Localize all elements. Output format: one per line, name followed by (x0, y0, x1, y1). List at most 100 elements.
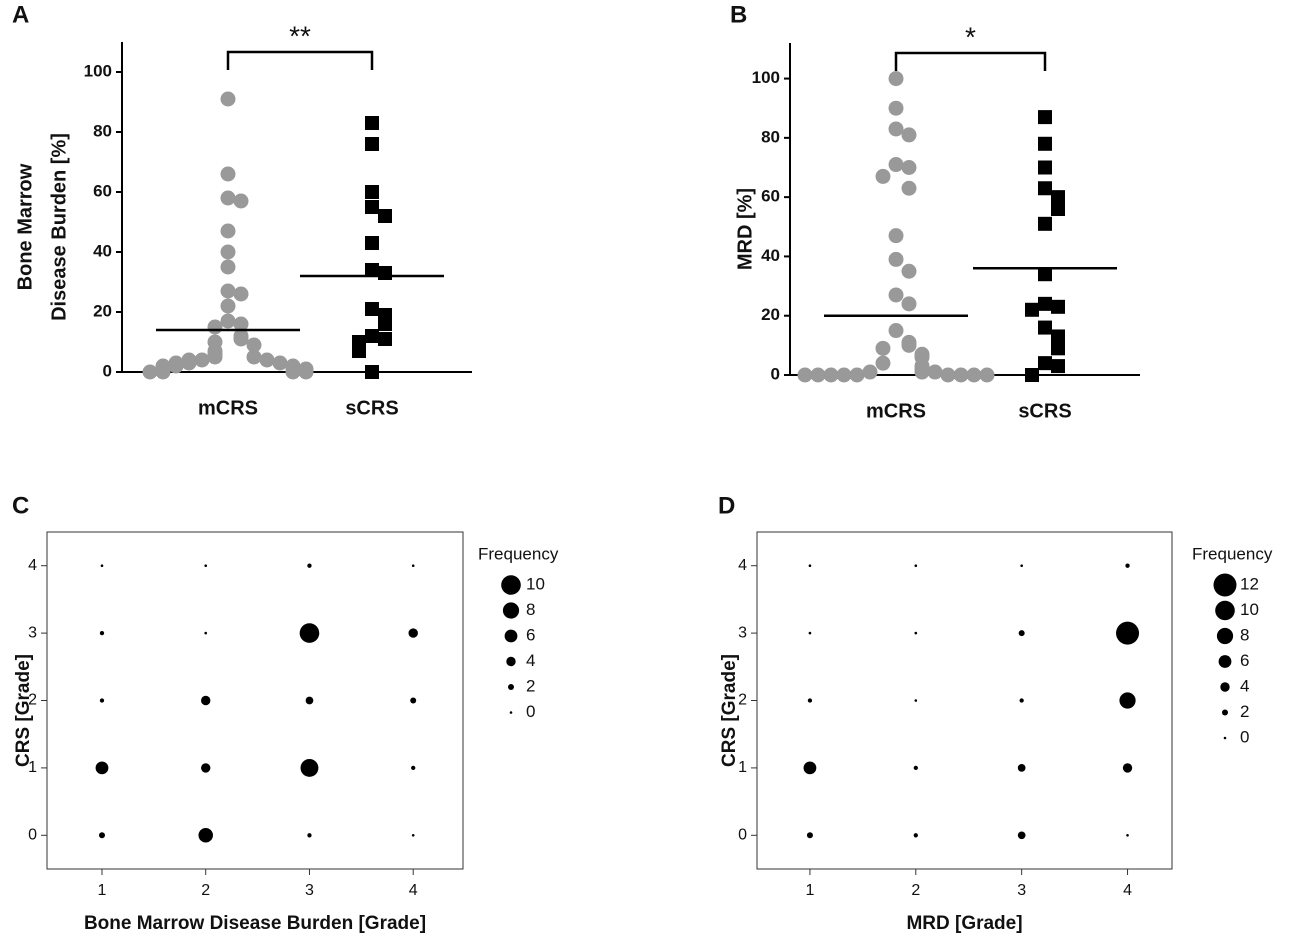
data-point (1038, 181, 1052, 196)
data-point (233, 316, 249, 332)
data-point (797, 367, 813, 383)
plot-frame (756, 531, 1173, 870)
data-point (272, 355, 288, 371)
y-tick-label: 4 (738, 557, 747, 574)
data-point (901, 180, 917, 196)
bubble (299, 623, 320, 643)
data-point (298, 364, 314, 380)
bubble (300, 758, 319, 777)
data-point (220, 244, 236, 260)
data-point (1038, 110, 1052, 125)
data-point (233, 331, 249, 347)
data-point (966, 367, 982, 383)
legend-label: 6 (1240, 651, 1249, 670)
data-point (875, 340, 891, 356)
bubble (204, 631, 208, 635)
legend-marker (1222, 709, 1228, 716)
bubble (201, 763, 211, 773)
data-point (246, 337, 262, 353)
data-point (181, 355, 197, 371)
data-point (365, 329, 379, 343)
bubble (1017, 764, 1026, 772)
data-point (888, 228, 904, 244)
bubble (98, 832, 105, 839)
bubble (1125, 563, 1130, 568)
data-point (901, 263, 917, 279)
data-point (1038, 320, 1052, 335)
data-point (378, 266, 392, 280)
y-tick-label: 2 (738, 692, 747, 709)
data-point (352, 344, 366, 358)
bubble (204, 564, 208, 567)
y-tick-label: 20 (93, 301, 112, 320)
legend-marker (1216, 627, 1234, 645)
data-point (1051, 299, 1065, 314)
data-point (365, 137, 379, 151)
bubble (1017, 831, 1026, 840)
y-tick-label: 1 (738, 759, 747, 776)
data-point (1051, 341, 1065, 356)
data-point (365, 365, 379, 379)
data-point (1038, 356, 1052, 371)
bubble (914, 564, 918, 567)
legend-marker (508, 684, 514, 690)
legend-label: 4 (526, 651, 535, 670)
data-point (365, 116, 379, 130)
data-point (365, 263, 379, 277)
panel-label: A (12, 1, 29, 28)
data-point (810, 367, 826, 383)
x-tick-label: 4 (409, 882, 418, 899)
data-point (1051, 329, 1065, 344)
data-point (220, 259, 236, 275)
bubble (408, 628, 418, 638)
data-point (1038, 267, 1052, 282)
data-point (979, 367, 995, 383)
x-tick-label: sCRS (1018, 400, 1071, 422)
data-point (207, 319, 223, 335)
data-point (220, 283, 236, 299)
data-point (220, 298, 236, 314)
bubble (807, 698, 813, 703)
y-tick-label: 2 (28, 692, 37, 709)
data-point (823, 367, 839, 383)
data-point (378, 317, 392, 331)
bubble (914, 631, 918, 635)
data-point (1038, 216, 1052, 231)
data-point (365, 302, 379, 316)
bubble (808, 631, 812, 635)
data-point (220, 313, 236, 329)
y-tick-label: 80 (93, 121, 112, 140)
data-point (378, 209, 392, 223)
legend-label: 2 (1240, 702, 1249, 721)
data-point (1025, 368, 1039, 382)
data-point (365, 236, 379, 250)
data-point (233, 193, 249, 209)
y-tick-label: 20 (761, 305, 780, 324)
bubble (95, 761, 109, 775)
bubble (201, 695, 211, 706)
y-tick-label: 4 (28, 557, 37, 574)
y-tick-label: 3 (28, 624, 37, 641)
data-point (901, 337, 917, 353)
legend-marker (1223, 736, 1227, 740)
data-point (246, 349, 262, 365)
y-axis-label: Disease Burden [%] (48, 133, 70, 321)
legend-marker (506, 656, 516, 667)
bubble (411, 564, 415, 567)
data-point (862, 364, 878, 380)
y-tick-label: 100 (752, 68, 780, 87)
bubble (913, 765, 918, 771)
bubble (803, 761, 817, 775)
legend-label: 6 (526, 625, 535, 644)
bubble (1020, 564, 1023, 567)
data-point (888, 157, 904, 173)
y-tick-label: 0 (771, 364, 780, 383)
data-point (1051, 359, 1065, 374)
data-point (953, 367, 969, 383)
data-point (220, 166, 236, 182)
y-axis-label: Bone Marrow (14, 163, 36, 290)
legend-label: 10 (1240, 600, 1259, 619)
legend-marker (1215, 600, 1235, 621)
panel-label: C (12, 492, 29, 519)
y-tick-label: 40 (761, 246, 780, 265)
